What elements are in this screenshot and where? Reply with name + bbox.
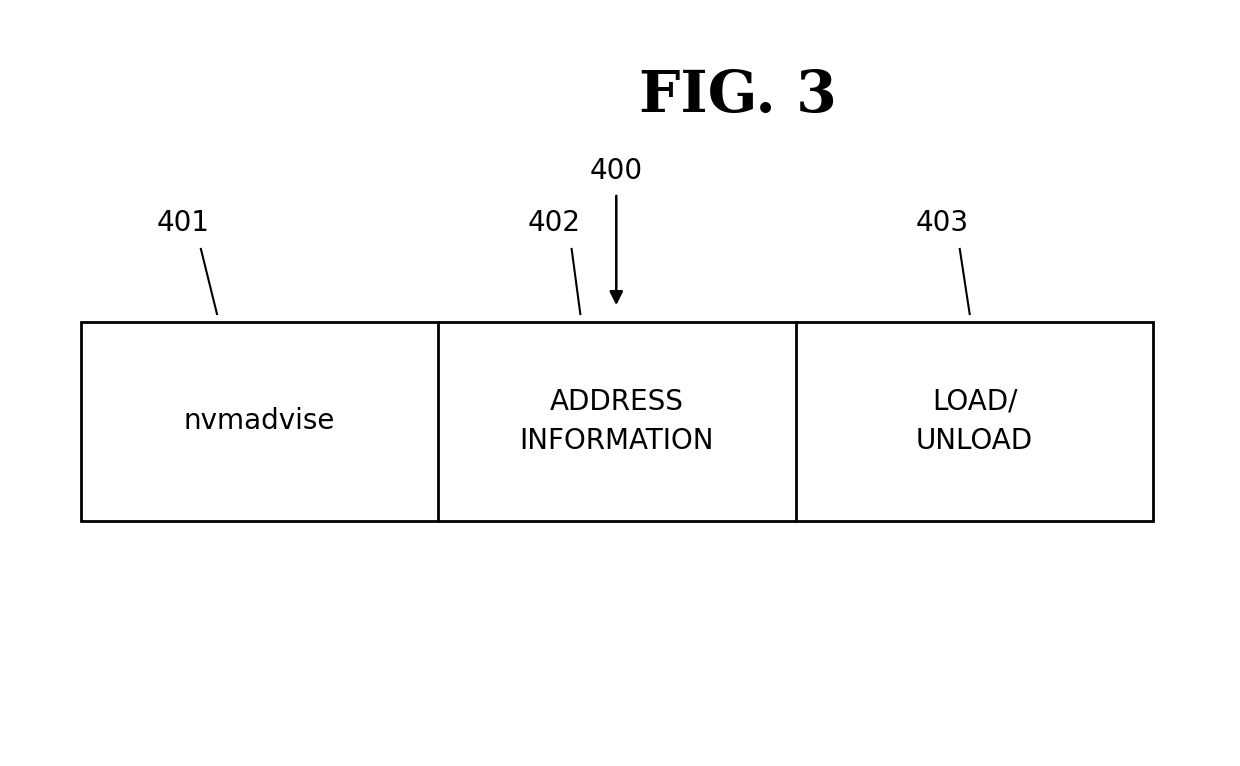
Text: LOAD/
UNLOAD: LOAD/ UNLOAD [916, 388, 1033, 455]
Text: ADDRESS
INFORMATION: ADDRESS INFORMATION [520, 388, 714, 455]
Text: 400: 400 [590, 157, 642, 185]
Text: 403: 403 [916, 209, 968, 237]
Text: nvmadvise: nvmadvise [184, 408, 335, 435]
Bar [81, 322, 1153, 521]
Text: 401: 401 [157, 209, 210, 237]
Text: FIG. 3: FIG. 3 [639, 67, 837, 124]
Text: 402: 402 [528, 209, 580, 237]
